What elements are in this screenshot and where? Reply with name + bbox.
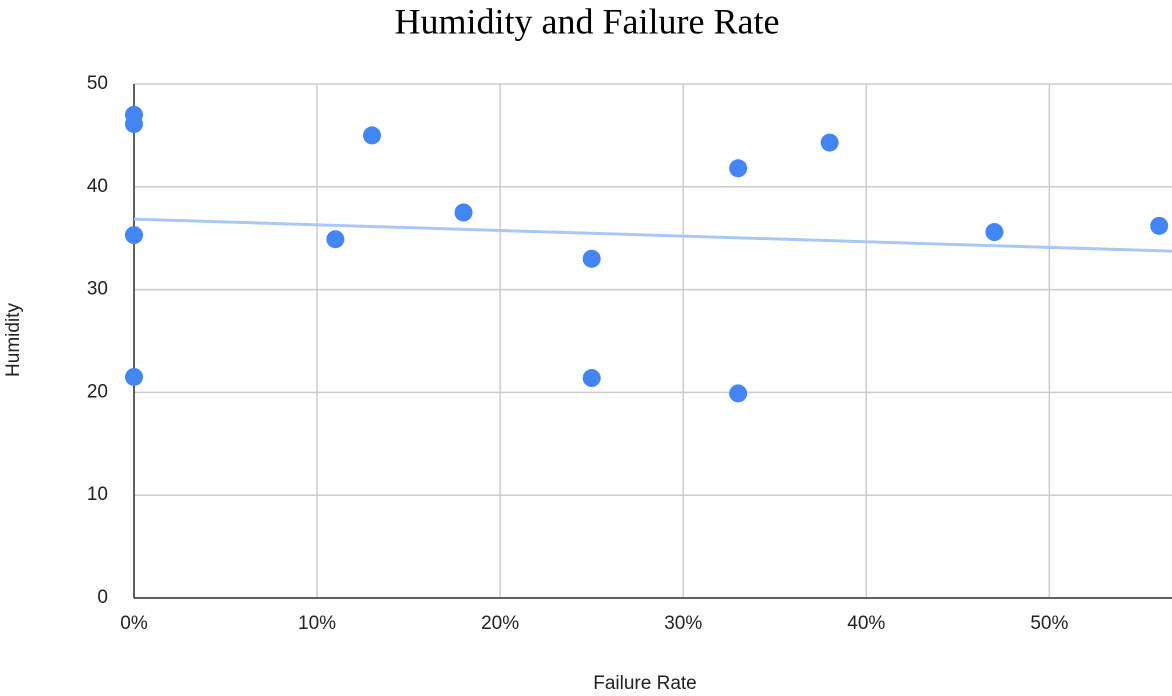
x-axis-label: Failure Rate — [593, 673, 697, 694]
y-tick-label: 10 — [87, 484, 108, 505]
scatter-point — [362, 126, 381, 145]
x-tick-label: 40% — [847, 613, 885, 634]
scatter-point — [582, 369, 601, 388]
scatter-point — [125, 226, 143, 245]
y-axis-label: Humidity — [3, 303, 24, 377]
x-tick-label: 10% — [298, 613, 336, 634]
y-tick-label: 0 — [97, 587, 108, 608]
y-tick-label: 20 — [87, 381, 108, 402]
y-tick-label: 40 — [87, 176, 108, 197]
scatter-point — [1150, 216, 1169, 235]
scatter-point — [729, 384, 748, 403]
y-tick-label: 30 — [87, 279, 108, 300]
y-tick-label: 50 — [87, 73, 108, 94]
scatter-point — [326, 230, 345, 249]
scatter-point — [125, 115, 143, 134]
scatter-point — [729, 159, 748, 178]
x-tick-label: 0% — [120, 613, 148, 634]
scatter-point — [454, 203, 473, 222]
scatter-point — [820, 133, 839, 152]
trendline — [133, 217, 1172, 253]
scatter-point — [125, 367, 143, 386]
x-tick-label: 30% — [664, 613, 702, 634]
x-tick-label: 50% — [1030, 613, 1068, 634]
scatter-point — [985, 223, 1004, 242]
x-tick-label: 20% — [481, 613, 519, 634]
scatter-point — [582, 249, 601, 268]
chart-title: Humidity and Failure Rate — [395, 1, 780, 41]
